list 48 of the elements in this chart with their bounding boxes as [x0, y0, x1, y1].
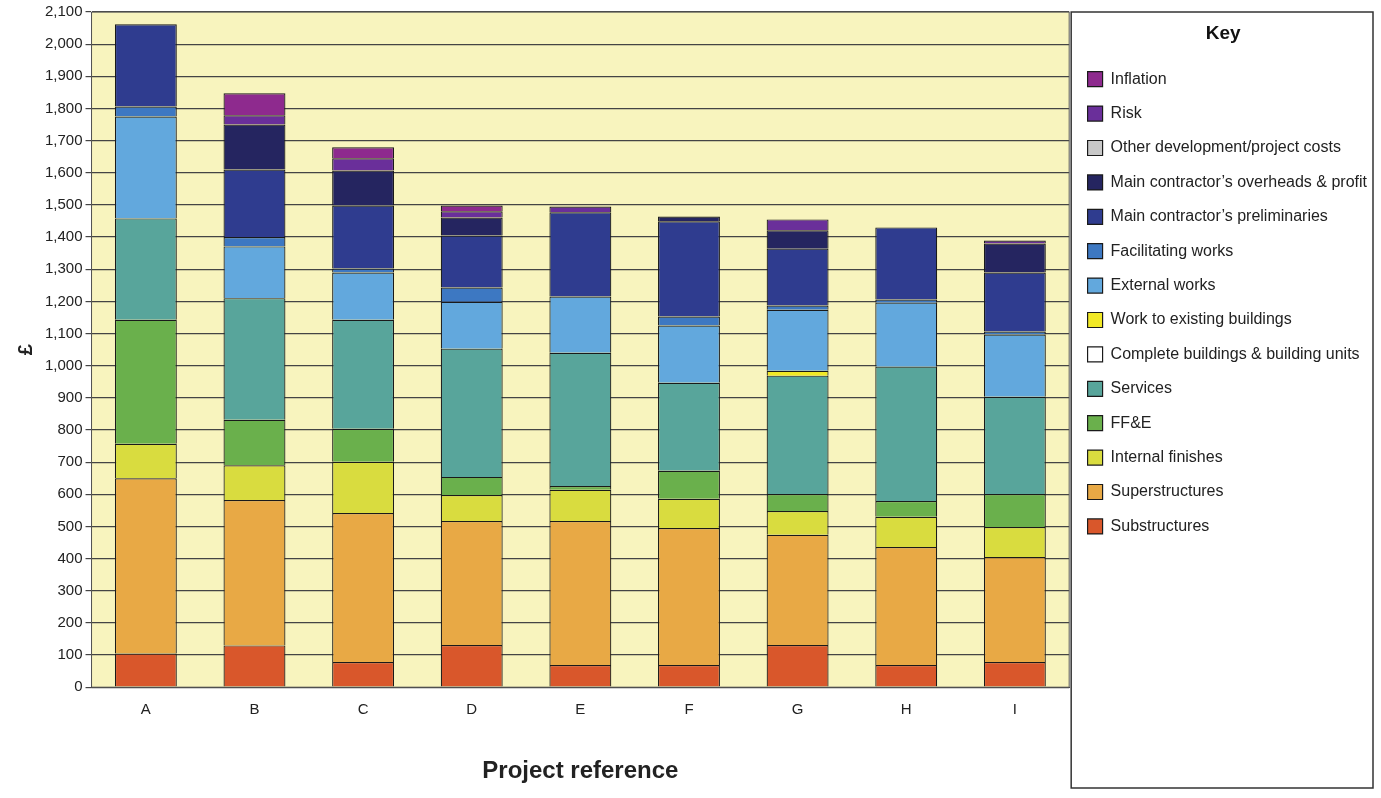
y-tick-label: 500 — [57, 516, 83, 534]
y-tick-label: 1,600 — [44, 162, 83, 180]
legend-label: Inflation — [1110, 69, 1167, 87]
legend-label: Internal finishes — [1110, 448, 1223, 466]
y-tick-label: 2,100 — [44, 2, 83, 20]
legend-label: External works — [1110, 276, 1216, 294]
y-tick-label: 400 — [57, 548, 83, 566]
y-tick-label: 1,700 — [44, 130, 83, 148]
x-tick-label: I — [1012, 700, 1017, 718]
y-tick-label: 1,800 — [44, 98, 83, 116]
y-axis-title: £ — [13, 344, 36, 356]
legend-label: Risk — [1110, 104, 1143, 122]
x-tick-label: F — [684, 700, 694, 718]
legend-title: Key — [1205, 21, 1241, 43]
y-tick-label: 2,000 — [44, 34, 83, 52]
legend-label: Services — [1110, 379, 1172, 397]
y-tick-label: 100 — [57, 645, 83, 663]
x-tick-label: G — [791, 700, 804, 718]
legend-label: Substructures — [1110, 516, 1210, 534]
y-tick-label: 1,000 — [44, 355, 83, 373]
y-tick-label: 1,200 — [44, 291, 83, 309]
x-tick-label: D — [466, 700, 478, 718]
x-tick-label: A — [140, 700, 151, 718]
legend-label: Facilitating works — [1110, 241, 1234, 259]
legend-label: Work to existing buildings — [1110, 310, 1292, 328]
x-tick-label: H — [900, 700, 912, 718]
y-tick-label: 700 — [57, 452, 83, 470]
y-tick-label: 800 — [57, 420, 83, 438]
x-tick-label: B — [249, 700, 260, 718]
y-tick-label: 1,400 — [44, 227, 83, 245]
legend-label: Main contractor’s overheads & profit — [1110, 172, 1368, 190]
y-tick-label: 900 — [57, 387, 83, 405]
y-tick-label: 200 — [57, 613, 83, 631]
x-tick-label: C — [357, 700, 369, 718]
y-tick-label: 1,500 — [44, 195, 83, 213]
x-tick-label: E — [575, 700, 586, 718]
legend-label: Superstructures — [1110, 482, 1224, 500]
y-tick-label: 300 — [57, 580, 83, 598]
y-tick-label: 1,100 — [44, 323, 83, 341]
y-tick-label: 0 — [74, 677, 83, 695]
y-tick-label: 600 — [57, 484, 83, 502]
y-tick-label: 1,900 — [44, 66, 83, 84]
legend-label: Main contractor’s preliminaries — [1110, 207, 1328, 225]
legend-label: Complete buildings & building units — [1110, 344, 1360, 362]
legend-label: Other development/project costs — [1110, 138, 1341, 156]
legend-label: FF&E — [1110, 413, 1152, 431]
y-tick-label: 1,300 — [44, 259, 83, 277]
x-axis-title: Project reference — [482, 756, 679, 784]
